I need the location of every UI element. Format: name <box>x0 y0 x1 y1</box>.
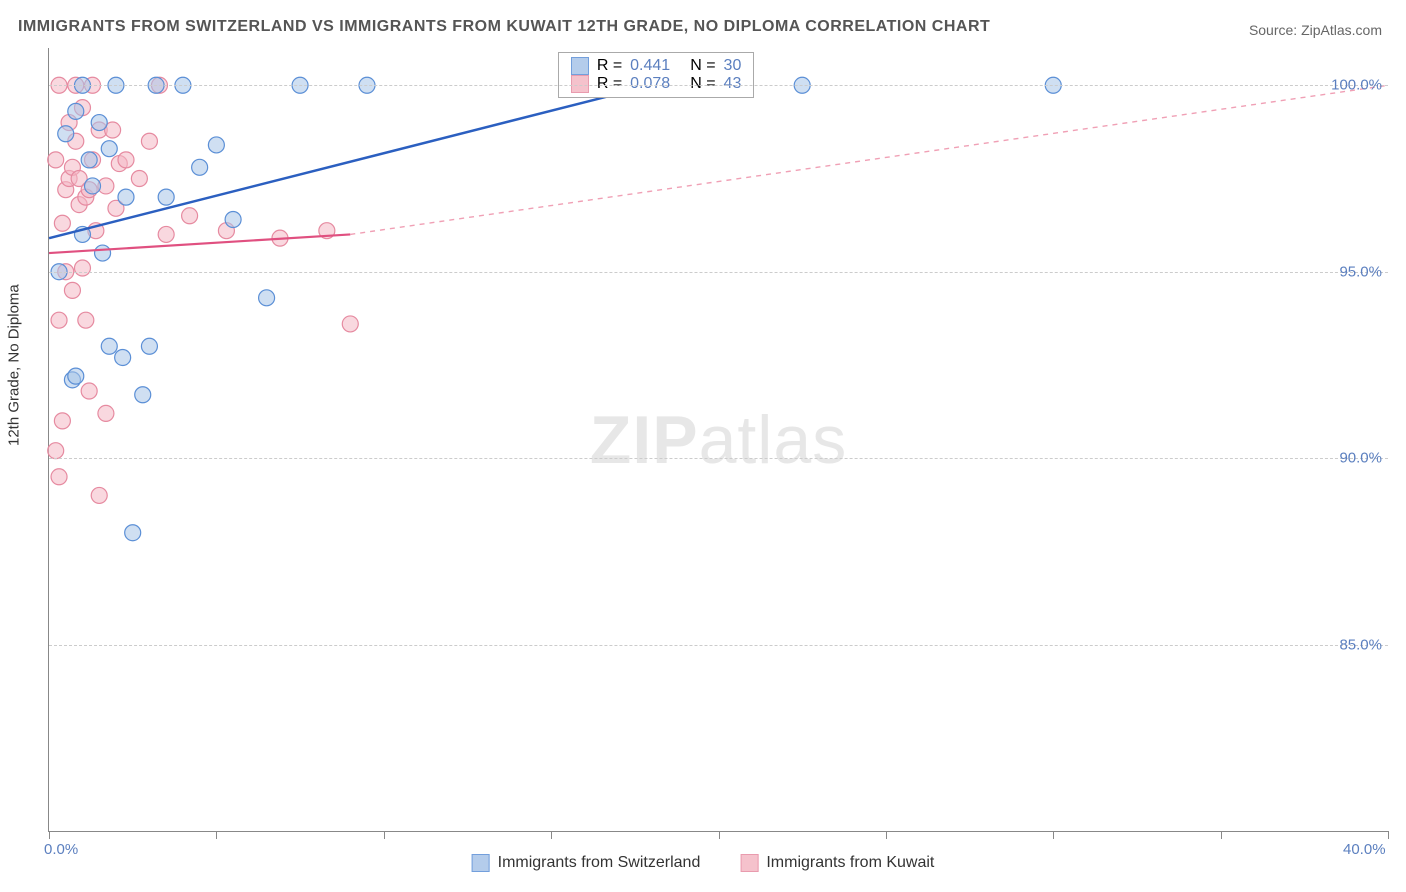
scatter-point <box>48 152 64 168</box>
legend-r-label: R = <box>597 75 622 93</box>
scatter-point <box>91 115 107 131</box>
y-tick-label: 95.0% <box>1339 263 1382 280</box>
scatter-point <box>85 178 101 194</box>
scatter-point <box>81 383 97 399</box>
x-tick <box>1388 831 1389 839</box>
gridline-h <box>49 85 1388 86</box>
legend-correlation-row: R = 0.078 N = 43 <box>571 75 742 93</box>
legend-swatch <box>740 854 758 872</box>
chart-plot-area: ZIPatlas R =0.441N =30R =0.078N =43 85.0… <box>48 48 1388 832</box>
gridline-h <box>49 645 1388 646</box>
legend-correlation-box: R = 0.441 N = 30 R = 0.078 N = 43 <box>558 52 755 98</box>
scatter-point <box>118 189 134 205</box>
y-tick-label: 100.0% <box>1331 77 1382 94</box>
x-tick-label: 0.0% <box>44 841 78 858</box>
x-tick <box>719 831 720 839</box>
scatter-point <box>81 152 97 168</box>
scatter-point <box>141 338 157 354</box>
gridline-h <box>49 272 1388 273</box>
scatter-point <box>98 405 114 421</box>
legend-series-label: Immigrants from Kuwait <box>766 854 934 872</box>
source-label: Source: ZipAtlas.com <box>1249 22 1382 38</box>
scatter-point <box>48 443 64 459</box>
legend-correlation-row: R = 0.441 N = 30 <box>571 57 742 75</box>
legend-series-item: Immigrants from Kuwait <box>740 854 934 872</box>
legend-bottom: Immigrants from Switzerland Immigrants fr… <box>472 854 935 872</box>
scatter-point <box>95 245 111 261</box>
scatter-point <box>58 126 74 142</box>
scatter-point <box>182 208 198 224</box>
x-tick <box>216 831 217 839</box>
legend-swatch <box>571 57 589 75</box>
x-tick-label: 40.0% <box>1343 841 1386 858</box>
legend-series-item: Immigrants from Switzerland <box>472 854 701 872</box>
y-tick-label: 85.0% <box>1339 636 1382 653</box>
scatter-point <box>101 141 117 157</box>
scatter-point <box>125 525 141 541</box>
legend-n-label: N = <box>690 75 715 93</box>
legend-n-value: 30 <box>724 57 742 75</box>
legend-n-value: 43 <box>724 75 742 93</box>
scatter-point <box>118 152 134 168</box>
scatter-point <box>74 260 90 276</box>
x-tick <box>49 831 50 839</box>
scatter-point <box>342 316 358 332</box>
legend-series-label: Immigrants from Switzerland <box>498 854 701 872</box>
scatter-point <box>78 312 94 328</box>
trend-line <box>49 85 652 238</box>
legend-r-value: 0.441 <box>630 57 670 75</box>
scatter-point <box>141 133 157 149</box>
scatter-point <box>192 159 208 175</box>
gridline-h <box>49 458 1388 459</box>
scatter-point <box>259 290 275 306</box>
x-tick <box>384 831 385 839</box>
scatter-point <box>68 103 84 119</box>
legend-swatch <box>472 854 490 872</box>
scatter-point <box>131 171 147 187</box>
trend-line-ext <box>350 85 1388 234</box>
scatter-point <box>135 387 151 403</box>
scatter-svg <box>49 48 1388 831</box>
scatter-point <box>225 212 241 228</box>
scatter-point <box>91 487 107 503</box>
scatter-point <box>51 469 67 485</box>
legend-swatch <box>571 75 589 93</box>
scatter-point <box>64 282 80 298</box>
scatter-point <box>54 413 70 429</box>
x-tick <box>1053 831 1054 839</box>
scatter-point <box>158 189 174 205</box>
x-tick <box>551 831 552 839</box>
legend-r-label: R = <box>597 57 622 75</box>
x-tick <box>1221 831 1222 839</box>
chart-title: IMMIGRANTS FROM SWITZERLAND VS IMMIGRANT… <box>18 18 990 36</box>
x-tick <box>886 831 887 839</box>
scatter-point <box>208 137 224 153</box>
scatter-point <box>101 338 117 354</box>
scatter-point <box>51 312 67 328</box>
scatter-point <box>115 349 131 365</box>
legend-r-value: 0.078 <box>630 75 670 93</box>
legend-n-label: N = <box>690 57 715 75</box>
scatter-point <box>158 226 174 242</box>
scatter-point <box>68 368 84 384</box>
y-axis-label: 12th Grade, No Diploma <box>6 284 23 446</box>
scatter-point <box>54 215 70 231</box>
y-tick-label: 90.0% <box>1339 450 1382 467</box>
